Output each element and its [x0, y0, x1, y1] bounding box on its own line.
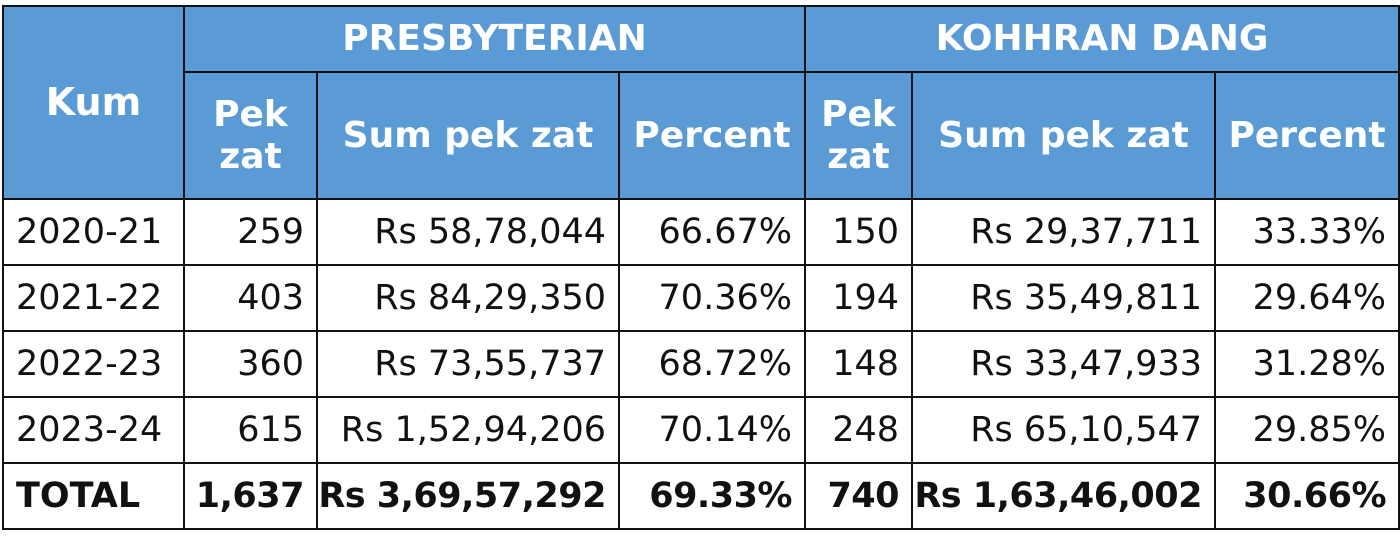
- cell-total-kohhran-dang-percent: 30.66%: [1213, 462, 1400, 530]
- header-group-kohhran-dang: KOHHRAN DANG: [803, 5, 1400, 73]
- header-kohhran-dang-sum-pek-zat: Sum pek zat: [911, 71, 1216, 200]
- cell-presbyterian-pek-zat: 615: [183, 396, 318, 464]
- table-row: 2022-23 360 Rs 73,55,737 68.72% 148 Rs 3…: [2, 330, 1400, 398]
- cell-kum: 2022-23: [2, 330, 185, 398]
- cell-kum: 2023-24: [2, 396, 185, 464]
- cell-presbyterian-sum: Rs 58,78,044: [316, 198, 620, 266]
- group-header-row: Kum PRESBYTERIAN KOHHRAN DANG: [2, 5, 1400, 200]
- header-group-presbyterian: PRESBYTERIAN: [183, 5, 806, 73]
- cell-total-presbyterian-pek-zat: 1,637: [183, 462, 318, 530]
- cell-presbyterian-pek-zat: 360: [183, 330, 318, 398]
- header-presbyterian-percent: Percent: [618, 71, 806, 200]
- cell-presbyterian-percent: 70.14%: [618, 396, 806, 464]
- header-pek-line1: Pek: [213, 94, 288, 136]
- cell-kohhran-dang-sum: Rs 29,37,711: [911, 198, 1216, 266]
- cell-presbyterian-pek-zat: 259: [183, 198, 318, 266]
- header-pek-line2: zat: [827, 135, 890, 177]
- cell-kum: 2020-21: [2, 198, 185, 266]
- column-header-row: Pek zat Sum pek zat Percent Pek zat Sum pe…: [3, 71, 1400, 200]
- cell-kohhran-dang-percent: 29.64%: [1213, 264, 1400, 332]
- cell-kohhran-dang-pek-zat: 148: [804, 330, 913, 398]
- cell-presbyterian-percent: 70.36%: [618, 264, 806, 332]
- cell-total-kohhran-dang-pek-zat: 740: [804, 462, 913, 530]
- cell-presbyterian-sum: Rs 73,55,737: [316, 330, 620, 398]
- table-row: 2021-22 403 Rs 84,29,350 70.36% 194 Rs 3…: [2, 264, 1400, 332]
- total-row: TOTAL 1,637 Rs 3,69,57,292 69.33% 740 Rs…: [2, 462, 1400, 530]
- cell-kohhran-dang-percent: 33.33%: [1213, 198, 1400, 266]
- cell-presbyterian-pek-zat: 403: [183, 264, 318, 332]
- cell-kohhran-dang-sum: Rs 65,10,547: [911, 396, 1216, 464]
- cell-kohhran-dang-percent: 31.28%: [1213, 330, 1400, 398]
- cell-presbyterian-percent: 66.67%: [618, 198, 806, 266]
- cell-presbyterian-percent: 68.72%: [618, 330, 806, 398]
- header-kohhran-dang-pek-zat: Pek zat: [804, 71, 913, 200]
- cell-kohhran-dang-sum: Rs 35,49,811: [911, 264, 1216, 332]
- table-row: 2020-21 259 Rs 58,78,044 66.67% 150 Rs 2…: [2, 198, 1400, 266]
- cell-kohhran-dang-pek-zat: 150: [804, 198, 913, 266]
- donation-table: Kum PRESBYTERIAN KOHHRAN DANG Pek zat Sum…: [2, 5, 1400, 530]
- header-pek-line1: Pek: [821, 94, 896, 136]
- cell-presbyterian-sum: Rs 84,29,350: [316, 264, 620, 332]
- cell-presbyterian-sum: Rs 1,52,94,206: [316, 396, 620, 464]
- cell-total-presbyterian-sum: Rs 3,69,57,292: [316, 462, 620, 530]
- cell-kohhran-dang-pek-zat: 248: [804, 396, 913, 464]
- table-row: 2023-24 615 Rs 1,52,94,206 70.14% 248 Rs…: [2, 396, 1400, 464]
- cell-total-presbyterian-percent: 69.33%: [618, 462, 806, 530]
- cell-total-label: TOTAL: [2, 462, 185, 530]
- header-kum: Kum: [2, 5, 185, 200]
- header-kohhran-dang-percent: Percent: [1213, 71, 1400, 200]
- cell-kohhran-dang-percent: 29.85%: [1213, 396, 1400, 464]
- cell-kohhran-dang-sum: Rs 33,47,933: [911, 330, 1216, 398]
- header-presbyterian-sum-pek-zat: Sum pek zat: [316, 71, 620, 200]
- cell-kum: 2021-22: [2, 264, 185, 332]
- cell-kohhran-dang-pek-zat: 194: [804, 264, 913, 332]
- header-pek-line2: zat: [219, 135, 282, 177]
- cell-total-kohhran-dang-sum: Rs 1,63,46,002: [911, 462, 1216, 530]
- header-presbyterian-pek-zat: Pek zat: [183, 71, 318, 200]
